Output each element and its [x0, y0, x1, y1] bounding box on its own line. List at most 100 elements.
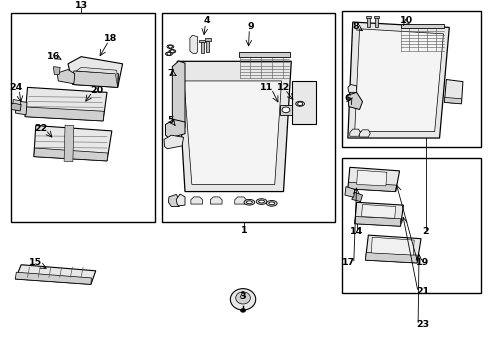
Polygon shape	[15, 265, 96, 284]
Polygon shape	[190, 197, 202, 204]
Text: 8: 8	[351, 22, 358, 31]
Text: 7: 7	[167, 69, 173, 78]
Text: 22: 22	[34, 123, 47, 132]
Polygon shape	[366, 17, 369, 27]
Bar	[161, 13, 334, 222]
Polygon shape	[13, 99, 21, 104]
Text: 11: 11	[259, 83, 272, 92]
Polygon shape	[199, 40, 204, 42]
Polygon shape	[168, 194, 180, 207]
Polygon shape	[354, 29, 443, 132]
Polygon shape	[365, 235, 420, 263]
Ellipse shape	[235, 292, 250, 304]
Ellipse shape	[165, 52, 172, 55]
Ellipse shape	[266, 201, 277, 206]
Ellipse shape	[230, 289, 255, 310]
Polygon shape	[351, 192, 362, 202]
Polygon shape	[189, 35, 197, 54]
Text: 9: 9	[246, 22, 253, 31]
Polygon shape	[183, 81, 281, 184]
Polygon shape	[400, 24, 444, 28]
Text: 23: 23	[416, 320, 428, 329]
Text: 14: 14	[349, 227, 363, 236]
Polygon shape	[356, 170, 386, 186]
Polygon shape	[176, 194, 184, 206]
Ellipse shape	[256, 199, 266, 204]
Polygon shape	[234, 197, 246, 204]
Polygon shape	[354, 217, 400, 226]
Ellipse shape	[246, 201, 252, 204]
Bar	[292, 81, 315, 124]
Polygon shape	[34, 148, 108, 161]
Bar	[279, 105, 292, 115]
Polygon shape	[347, 22, 448, 138]
Ellipse shape	[268, 202, 274, 205]
Ellipse shape	[244, 199, 254, 205]
Polygon shape	[347, 167, 399, 192]
Ellipse shape	[258, 200, 264, 203]
Text: 10: 10	[399, 17, 412, 26]
Polygon shape	[238, 52, 290, 57]
Polygon shape	[15, 101, 27, 115]
Ellipse shape	[166, 45, 173, 49]
Polygon shape	[444, 80, 462, 104]
Polygon shape	[200, 42, 203, 53]
Polygon shape	[165, 120, 184, 138]
Bar	[341, 158, 480, 293]
Text: 24: 24	[10, 83, 23, 92]
Polygon shape	[344, 186, 354, 197]
Polygon shape	[15, 272, 91, 284]
Text: 6: 6	[344, 94, 350, 103]
Polygon shape	[347, 93, 362, 109]
Polygon shape	[359, 130, 369, 137]
Polygon shape	[204, 39, 210, 41]
Circle shape	[297, 102, 302, 105]
Text: 21: 21	[415, 287, 429, 296]
Polygon shape	[365, 252, 416, 263]
Bar	[11, 13, 155, 222]
Text: 13: 13	[75, 1, 87, 10]
Polygon shape	[347, 182, 396, 192]
Text: 1: 1	[241, 226, 247, 235]
Polygon shape	[53, 67, 60, 75]
Text: 3: 3	[239, 292, 246, 301]
Polygon shape	[361, 204, 395, 218]
Polygon shape	[25, 107, 104, 121]
Polygon shape	[366, 16, 370, 18]
Circle shape	[240, 309, 245, 312]
Ellipse shape	[168, 50, 175, 53]
Polygon shape	[25, 87, 107, 121]
Polygon shape	[172, 61, 184, 131]
Text: 20: 20	[90, 86, 103, 95]
Text: 16: 16	[47, 52, 60, 61]
Text: 18: 18	[103, 34, 117, 43]
Bar	[341, 12, 480, 147]
Polygon shape	[349, 129, 360, 136]
Text: 15: 15	[29, 258, 42, 267]
Text: 2: 2	[422, 227, 428, 236]
Circle shape	[282, 107, 289, 113]
Text: 12: 12	[276, 83, 289, 92]
Polygon shape	[210, 197, 222, 204]
Polygon shape	[373, 16, 378, 18]
Polygon shape	[347, 85, 356, 93]
Text: 5: 5	[167, 116, 173, 125]
Polygon shape	[34, 126, 112, 161]
Polygon shape	[73, 71, 119, 87]
Polygon shape	[76, 67, 118, 87]
Polygon shape	[374, 17, 377, 27]
Polygon shape	[444, 97, 461, 104]
Ellipse shape	[295, 101, 304, 106]
Polygon shape	[68, 57, 122, 87]
Polygon shape	[370, 237, 413, 255]
Circle shape	[168, 45, 172, 48]
Polygon shape	[354, 202, 403, 226]
Polygon shape	[177, 61, 291, 192]
Polygon shape	[163, 135, 183, 149]
Text: 4: 4	[203, 17, 209, 26]
Circle shape	[170, 50, 174, 53]
Polygon shape	[57, 69, 75, 84]
Polygon shape	[206, 41, 209, 52]
Text: 19: 19	[415, 258, 429, 267]
Text: 17: 17	[342, 258, 355, 267]
